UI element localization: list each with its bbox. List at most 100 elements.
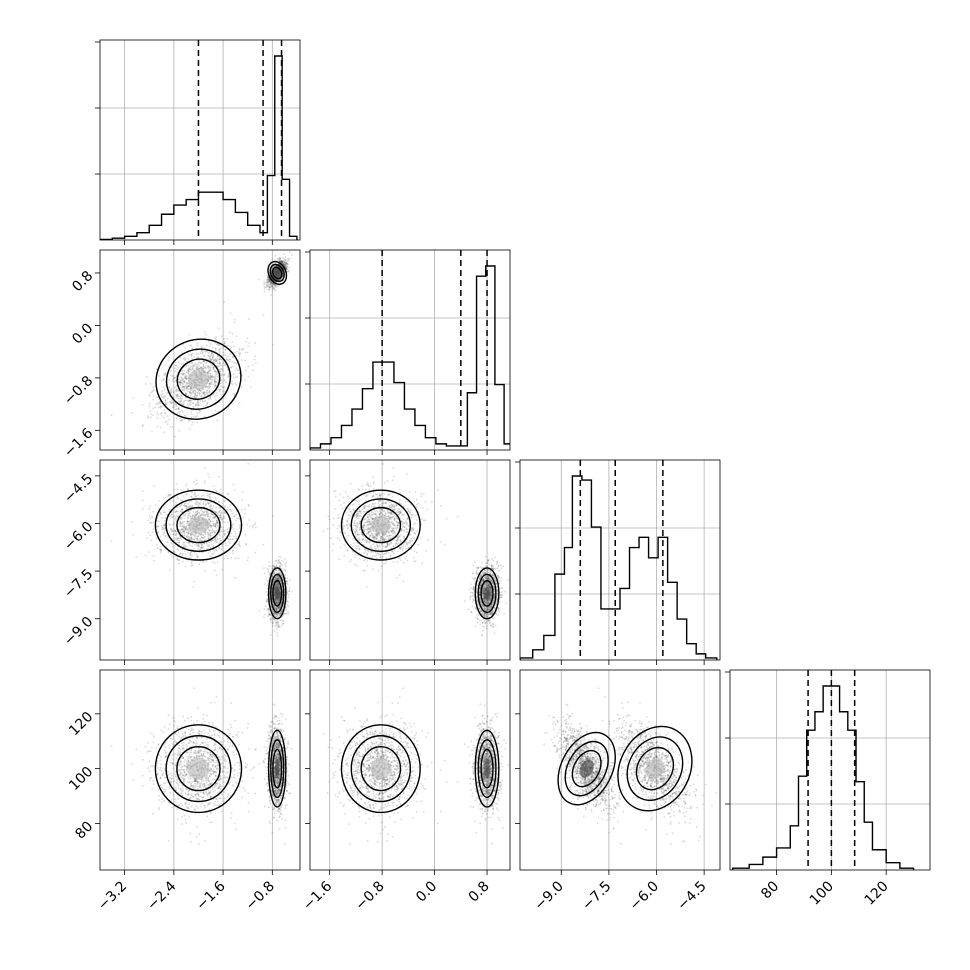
sample-point xyxy=(223,511,226,513)
sample-point xyxy=(184,415,187,417)
sample-point xyxy=(277,582,279,585)
sample-point xyxy=(216,538,219,540)
sample-point xyxy=(212,359,215,362)
sample-point xyxy=(208,390,211,392)
sample-point xyxy=(184,384,187,387)
sample-point xyxy=(281,261,283,264)
sample-point xyxy=(189,553,192,556)
sample-point xyxy=(198,392,201,395)
sample-point xyxy=(216,541,219,543)
sample-point xyxy=(190,536,192,539)
sample-point xyxy=(282,260,285,262)
sample-point xyxy=(176,537,178,540)
sample-point xyxy=(207,371,209,374)
sample-point xyxy=(187,506,190,509)
sample-point xyxy=(279,595,282,598)
sample-point xyxy=(172,391,174,394)
sample-point xyxy=(181,382,183,385)
sample-point xyxy=(215,521,218,524)
sample-point xyxy=(208,365,210,368)
sample-point xyxy=(211,352,214,355)
sample-point xyxy=(229,347,232,350)
sample-point xyxy=(202,536,204,539)
sample-point xyxy=(170,370,172,373)
sample-point xyxy=(279,275,282,277)
sample-point xyxy=(278,275,281,278)
sample-point xyxy=(208,398,210,401)
sample-point xyxy=(277,268,280,271)
sample-point xyxy=(221,362,224,365)
sample-point xyxy=(170,399,173,402)
sample-point xyxy=(273,289,276,292)
sample-point xyxy=(241,349,244,352)
sample-point xyxy=(200,546,203,549)
sample-point xyxy=(232,365,235,368)
sample-point xyxy=(194,389,197,392)
sample-point xyxy=(282,260,285,263)
sample-point xyxy=(185,526,188,529)
sample-point xyxy=(198,412,201,414)
sample-point xyxy=(174,386,177,389)
sample-point xyxy=(227,368,229,371)
sample-point xyxy=(165,403,168,406)
sample-point xyxy=(204,365,206,368)
sample-point xyxy=(176,496,179,499)
sample-point xyxy=(215,520,218,523)
sample-point xyxy=(287,596,290,599)
sample-point xyxy=(170,542,172,544)
panel-2-0: −9.0−7.5−6.0−4.5 xyxy=(61,459,301,665)
sample-point xyxy=(214,379,216,382)
sample-point xyxy=(154,504,157,507)
sample-point xyxy=(284,262,287,265)
sample-point xyxy=(179,522,182,525)
sample-point xyxy=(235,547,238,550)
sample-point xyxy=(279,594,281,597)
sample-point xyxy=(205,344,208,347)
sample-point xyxy=(236,375,239,378)
sample-point xyxy=(281,619,284,622)
sample-point xyxy=(179,356,182,359)
sample-point xyxy=(208,533,210,536)
sample-point xyxy=(271,288,274,291)
sample-point xyxy=(214,347,217,350)
sample-point xyxy=(284,263,286,266)
sample-point xyxy=(278,275,281,278)
sample-point xyxy=(262,283,265,286)
sample-point xyxy=(202,367,204,370)
sample-point xyxy=(196,415,198,417)
sample-point xyxy=(190,353,193,356)
sample-point xyxy=(207,502,210,505)
sample-point xyxy=(223,533,226,535)
sample-point xyxy=(222,390,225,393)
sample-point xyxy=(240,348,243,351)
sample-point xyxy=(241,359,243,361)
sample-point xyxy=(194,391,197,393)
sample-point xyxy=(172,515,174,518)
sample-point xyxy=(286,268,288,271)
sample-point xyxy=(199,410,202,413)
sample-point xyxy=(207,365,210,368)
sample-point xyxy=(288,587,291,589)
sample-point xyxy=(181,389,184,392)
sample-point xyxy=(154,406,157,409)
sample-point xyxy=(215,574,218,576)
sample-point xyxy=(212,539,215,542)
sample-point xyxy=(277,584,280,587)
sample-point xyxy=(190,344,192,347)
sample-point xyxy=(206,401,209,404)
sample-point xyxy=(276,584,279,587)
sample-point xyxy=(230,346,233,348)
sample-point xyxy=(220,379,223,382)
sample-point xyxy=(278,274,281,277)
sample-point xyxy=(274,607,277,610)
sample-point xyxy=(172,499,174,502)
sample-point xyxy=(198,389,201,391)
sample-point xyxy=(228,541,230,543)
sample-point xyxy=(264,613,266,616)
sample-point xyxy=(207,370,210,373)
sample-point xyxy=(184,377,187,379)
sample-point xyxy=(205,560,208,563)
sample-point xyxy=(156,425,159,428)
sample-point xyxy=(200,542,203,545)
sample-point xyxy=(203,391,206,393)
